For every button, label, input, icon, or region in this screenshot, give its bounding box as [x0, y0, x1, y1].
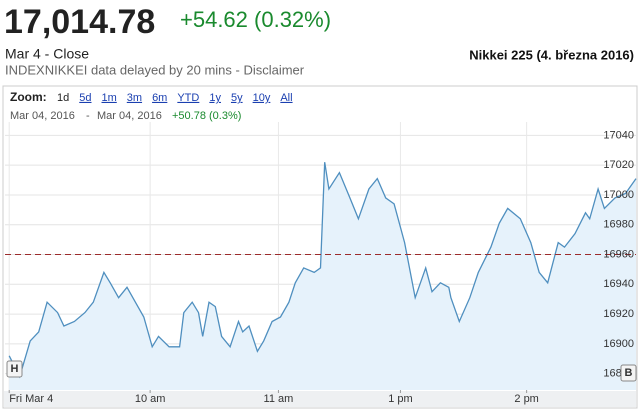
- y-tick-label: 17000: [603, 189, 634, 201]
- price-change: +54.62 (0.32%): [180, 7, 331, 32]
- zoom-option[interactable]: 5y: [231, 92, 243, 104]
- price: 17,014.78: [4, 3, 155, 41]
- zoom-option[interactable]: 6m: [152, 92, 167, 104]
- zoom-label: Zoom:: [10, 90, 47, 104]
- caption: Nikkei 225 (4. března 2016): [469, 47, 634, 62]
- x-tick-label: 10 am: [135, 393, 166, 405]
- range-change: +50.78 (0.3%): [172, 110, 241, 122]
- x-tick-label: 11 am: [264, 393, 294, 405]
- y-tick-label: 16940: [603, 278, 634, 290]
- flag: B: [625, 367, 633, 379]
- y-tick-label: 16900: [603, 338, 634, 350]
- y-tick-label: 17020: [603, 159, 634, 171]
- zoom-options: 1d 5d 1m 3m 6m YTD 1y 5y 10y All: [57, 92, 293, 104]
- zoom-option[interactable]: 1y: [209, 92, 221, 104]
- x-tick-label: 1 pm: [388, 393, 412, 405]
- price-line: [8, 162, 637, 379]
- y-tick-label: 16980: [603, 219, 634, 231]
- x-axis-bar: [4, 391, 636, 407]
- zoom-option[interactable]: 3m: [127, 92, 142, 104]
- zoom-option[interactable]: 5d: [79, 92, 91, 104]
- flag-box: [620, 364, 637, 382]
- y-tick-label: 16960: [603, 248, 634, 260]
- area: [9, 162, 636, 390]
- plot: Fri Mar 4 10 am 11 am 1 pm 2 pm1688016900169…: [5, 122, 637, 405]
- zoom-option[interactable]: 1d: [57, 92, 69, 104]
- zoom-option[interactable]: 10y: [253, 92, 271, 104]
- x-tick-label: Fri Mar 4: [9, 393, 53, 405]
- range-to: Mar 04, 2016: [97, 110, 162, 122]
- source: INDEXNIKKEI data delayed by 20 mins - Di…: [5, 62, 305, 77]
- range-from: Mar 04, 2016: [10, 110, 75, 122]
- y-tick-label: 16920: [603, 308, 634, 320]
- flag: H: [11, 363, 19, 375]
- flag-box: [6, 360, 23, 378]
- status: Mar 4 - Close: [5, 46, 89, 62]
- zoom-option[interactable]: 1m: [102, 92, 117, 104]
- y-tick-label: 17040: [603, 129, 634, 141]
- zoom-option[interactable]: All: [280, 92, 292, 104]
- zoom-option[interactable]: YTD: [177, 92, 199, 104]
- range-sep: -: [86, 110, 90, 122]
- x-tick-label: 2 pm: [514, 393, 538, 405]
